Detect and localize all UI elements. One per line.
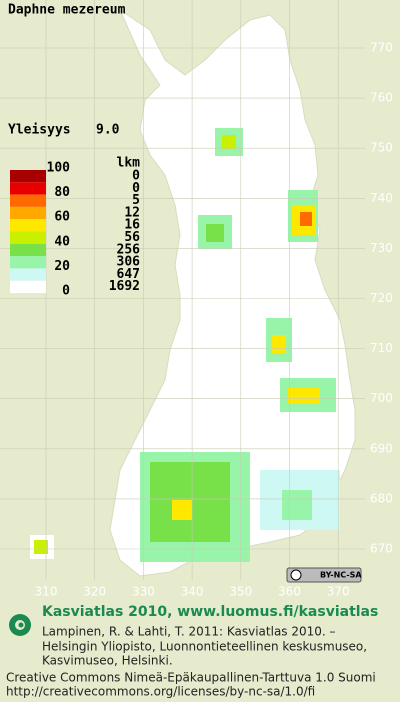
legend-count: 1692 (109, 279, 140, 294)
license-badge: BY-NC-SA (286, 567, 362, 583)
grid-label: 750 (370, 141, 393, 155)
legend-scale-label: 100 (47, 161, 71, 176)
legend-count: 16 (124, 218, 140, 233)
legend-scale-label: 60 (54, 210, 70, 225)
grid-label: 330 (132, 585, 155, 599)
grid-label: 740 (370, 191, 393, 205)
grid-label: 700 (370, 391, 393, 405)
legend-swatch (10, 243, 46, 257)
grid-label: 770 (370, 41, 393, 55)
grid-label: 730 (370, 241, 393, 255)
legend-scale-label: 80 (54, 185, 70, 200)
grid: 770 760 750 740 730 720 710 700 690 680 670 310 320 3… (0, 0, 393, 599)
grid-label: 680 (370, 491, 393, 505)
grid-label: 760 (370, 91, 393, 105)
grid-label: 720 (370, 291, 393, 305)
legend-count: 256 (117, 242, 141, 257)
grid-label: 710 (370, 341, 393, 355)
footer-heading: Kasviatlas 2010, www.luomus.fi/kasviatla… (42, 604, 378, 620)
legend-count: 306 (117, 255, 141, 270)
frequency-value: 9.0 (96, 123, 120, 138)
badge-text: BY-NC-SA (320, 571, 362, 580)
citation-line: Helsingin Yliopisto, Luonnontieteellinen… (42, 640, 367, 654)
legend-swatch (10, 268, 46, 281)
legend-count: 647 (117, 267, 140, 282)
legend-swatch (10, 206, 46, 220)
citation-line: Kasvimuseo, Helsinki. (42, 654, 173, 668)
legend-scale-label: 0 (62, 284, 70, 299)
license-line: http://creativecommons.org/licenses/by-n… (6, 685, 315, 699)
legend-count: 0 (132, 169, 140, 184)
logo (9, 614, 31, 636)
legend-swatch (10, 231, 46, 244)
license-line: Creative Commons Nimeä-Epäkaupallinen-Ta… (6, 671, 376, 685)
legend-swatch (10, 280, 46, 293)
legend-scale-label: 20 (54, 259, 70, 274)
species-title: Daphne mezereum (8, 3, 126, 18)
frequency-label: Yleisyys (8, 123, 71, 138)
citation-line: Lampinen, R. & Lahti, T. 2011: Kasviatla… (42, 625, 336, 639)
grid-label: 320 (83, 585, 106, 599)
grid-label: 340 (181, 585, 204, 599)
grid-label: 360 (278, 585, 301, 599)
legend-count: 56 (124, 230, 140, 245)
legend-count: 5 (132, 193, 140, 208)
legend-count: 0 (132, 181, 140, 196)
grid-label: 310 (35, 585, 58, 599)
legend-scale-label: 40 (54, 234, 70, 249)
legend-swatch (10, 219, 46, 232)
grid-label: 350 (229, 585, 252, 599)
grid-label: 370 (327, 585, 350, 599)
grid-label: 690 (370, 441, 393, 455)
legend-swatch (10, 256, 46, 269)
grid-label: 670 (370, 542, 393, 556)
finland-map (30, 8, 356, 577)
legend-swatch (10, 170, 46, 183)
legend-count: 12 (124, 205, 140, 220)
occurrence-cells (34, 128, 340, 562)
count-header: lkm (117, 156, 141, 171)
legend-swatch (10, 194, 46, 207)
legend-swatch (10, 182, 46, 195)
